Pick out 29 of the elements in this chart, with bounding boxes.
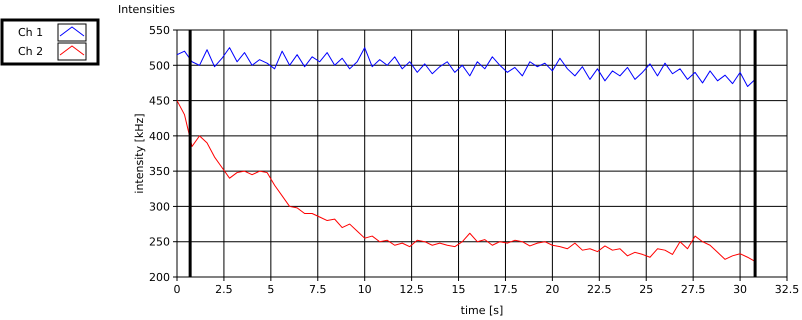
x-tick-label: 22.5 (587, 283, 612, 296)
x-tick-label: 0 (174, 283, 180, 296)
y-tick-label: 550 (149, 24, 170, 37)
x-tick-label: 27.5 (680, 283, 706, 296)
line-series (176, 47, 756, 87)
x-tick-label: 10 (358, 283, 372, 296)
x-tick-label: 5 (267, 283, 274, 296)
x-tick-label: 12.5 (399, 283, 424, 296)
x-tick-label: 32.5 (774, 283, 800, 296)
x-axis-title: time [s] (460, 304, 504, 317)
x-tick-label: 25 (639, 283, 654, 296)
y-tick-label: 500 (149, 59, 170, 72)
legend-label: Ch 2 (18, 45, 44, 58)
line-series (176, 100, 756, 262)
legend-label: Ch 1 (18, 26, 44, 39)
y-tick-label: 200 (149, 271, 170, 284)
x-tick-label: 7.5 (309, 283, 327, 296)
x-tick-label: 15 (452, 283, 466, 296)
x-tick-label: 20 (545, 283, 560, 296)
y-axis-title: intensity [kHz] (133, 113, 146, 194)
y-tick-label: 350 (149, 165, 170, 178)
x-tick-label: 17.5 (493, 283, 518, 296)
y-tick-label: 400 (149, 130, 170, 143)
chart-title: Intensities (118, 3, 176, 16)
y-tick-label: 300 (149, 200, 170, 214)
x-tick-label: 2.5 (215, 283, 233, 296)
y-tick-label: 250 (149, 236, 170, 249)
y-tick-label: 450 (149, 94, 170, 108)
x-tick-label: 30 (733, 283, 748, 296)
